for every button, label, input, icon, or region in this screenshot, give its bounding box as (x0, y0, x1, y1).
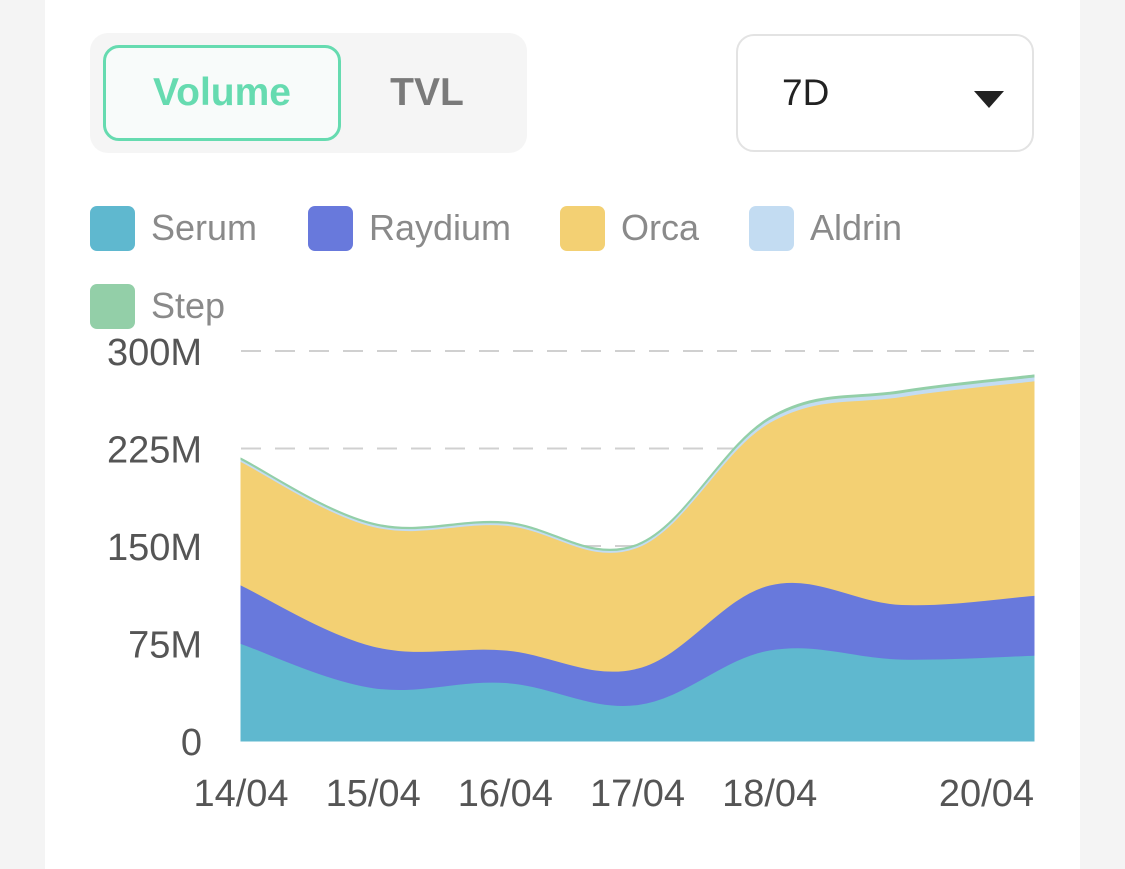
legend-label-serum: Serum (151, 207, 258, 248)
metric-toggle-group: Volume TVL (90, 33, 527, 153)
legend-label-orca: Orca (621, 207, 700, 248)
legend-swatch-orca (560, 205, 605, 251)
stacked-areas (240, 374, 1035, 742)
volume-tab[interactable]: Volume (103, 45, 341, 141)
period-dropdown[interactable]: 7D (736, 34, 1034, 152)
area-step[interactable] (240, 374, 1035, 551)
x-tick-label: 17/04 (590, 773, 685, 815)
y-tick-label: 75M (128, 625, 202, 667)
x-tick-label: 15/04 (326, 773, 421, 815)
x-axis-tick-labels: 14/04 15/04 16/04 17/04 18/04 20/04 (193, 773, 1034, 815)
y-tick-label: 150M (107, 527, 202, 569)
legend-swatch-step (90, 283, 135, 329)
legend-label-raydium: Raydium (369, 207, 512, 248)
y-tick-label: 300M (107, 332, 202, 374)
x-tick-label: 18/04 (722, 773, 817, 815)
x-tick-label: 14/04 (193, 773, 288, 815)
x-tick-label: 16/04 (458, 773, 553, 815)
legend-item-serum[interactable]: Serum (90, 205, 257, 251)
x-tick-label: 20/04 (939, 773, 1034, 815)
y-tick-label: 0 (181, 722, 202, 764)
period-value: 7D (782, 72, 830, 113)
caret-down-icon (974, 91, 1004, 108)
legend-item-raydium[interactable]: Raydium (308, 205, 511, 251)
legend-swatch-raydium (308, 205, 353, 251)
legend-label-aldrin: Aldrin (810, 207, 903, 248)
legend-swatch-serum (90, 205, 135, 251)
legend-item-step[interactable]: Step (90, 283, 225, 329)
y-axis-tick-labels: 0 75M 150M 225M 300M (107, 332, 202, 764)
tvl-tab[interactable]: TVL (390, 71, 464, 114)
legend-swatch-aldrin (749, 205, 794, 251)
legend-item-orca[interactable]: Orca (560, 205, 699, 251)
legend-item-aldrin[interactable]: Aldrin (749, 205, 902, 251)
legend-label-step: Step (151, 285, 226, 326)
y-tick-label: 225M (107, 430, 202, 472)
